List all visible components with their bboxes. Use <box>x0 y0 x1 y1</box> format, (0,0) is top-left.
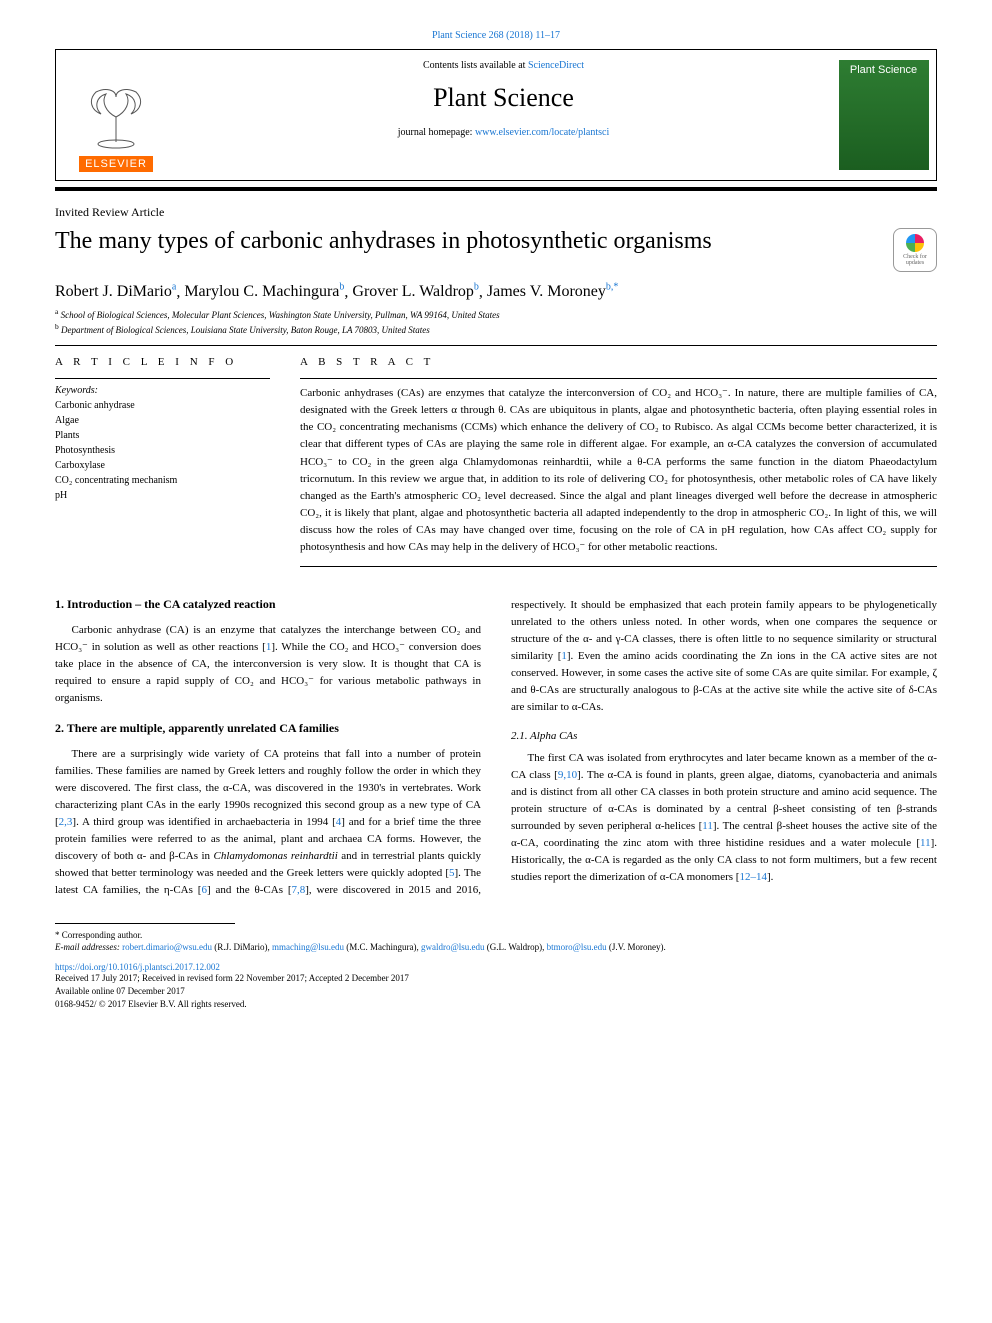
sciencedirect-link[interactable]: ScienceDirect <box>528 60 584 71</box>
ref-link[interactable]: 1 <box>561 650 567 662</box>
received-line: Received 17 July 2017; Received in revis… <box>55 972 937 985</box>
contents-line: Contents lists available at ScienceDirec… <box>176 60 831 71</box>
keyword: Algae <box>55 413 270 428</box>
ref-link[interactable]: 5 <box>449 867 455 879</box>
body-columns: 1. Introduction – the CA catalyzed react… <box>55 597 937 900</box>
elsevier-tree-icon <box>76 82 156 152</box>
keyword: pH <box>55 488 270 503</box>
journal-cover-icon: Plant Science <box>839 60 929 170</box>
ref-link[interactable]: 11 <box>702 820 713 832</box>
rule <box>300 378 937 379</box>
keywords-label: Keywords: <box>55 385 270 396</box>
homepage-line: journal homepage: www.elsevier.com/locat… <box>176 127 831 138</box>
online-line: Available online 07 December 2017 <box>55 985 937 998</box>
abstract-heading: A B S T R A C T <box>300 356 937 368</box>
crossmark-icon <box>906 234 924 252</box>
copyright-line: 0168-9452/ © 2017 Elsevier B.V. All righ… <box>55 998 937 1011</box>
crossmark-label: Check for updates <box>894 254 936 266</box>
keyword: Carboxylase <box>55 458 270 473</box>
keyword: Plants <box>55 428 270 443</box>
ref-link[interactable]: 2,3 <box>59 816 73 828</box>
thick-rule <box>55 187 937 191</box>
email-link[interactable]: btmoro@lsu.edu <box>547 942 607 952</box>
article-type: Invited Review Article <box>55 205 937 220</box>
author: Marylou C. Machingurab <box>184 283 344 300</box>
emails-line: E-mail addresses: robert.dimario@wsu.edu… <box>55 942 937 952</box>
ref-link[interactable]: 4 <box>336 816 342 828</box>
ref-link[interactable]: 9,10 <box>558 769 577 781</box>
body-paragraph: Carbonic anhydrase (CA) is an enzyme tha… <box>55 622 481 707</box>
affiliation-b: b Department of Biological Sciences, Lou… <box>55 322 937 335</box>
abstract-text: Carbonic anhydrases (CAs) are enzymes th… <box>300 385 937 555</box>
affiliation-a: a School of Biological Sciences, Molecul… <box>55 307 937 320</box>
article-title: The many types of carbonic anhydrases in… <box>55 228 873 255</box>
affil-link[interactable]: a <box>172 282 176 293</box>
subsection-heading-21: 2.1. Alpha CAs <box>511 730 937 742</box>
ref-link[interactable]: 7,8 <box>292 884 306 896</box>
ref-link[interactable]: 12–14 <box>739 871 767 883</box>
keyword: Carbonic anhydrase <box>55 398 270 413</box>
journal-homepage-link[interactable]: www.elsevier.com/locate/plantsci <box>475 127 609 138</box>
section-heading-2: 2. There are multiple, apparently unrela… <box>55 721 481 736</box>
article-info-heading: A R T I C L E I N F O <box>55 356 270 368</box>
affil-link[interactable]: b <box>339 282 344 293</box>
authors-line: Robert J. DiMarioa, Marylou C. Machingur… <box>55 282 937 301</box>
author: Robert J. DiMarioa <box>55 283 176 300</box>
rule <box>55 345 937 346</box>
footer-rule <box>55 923 235 924</box>
affil-link[interactable]: b,* <box>606 282 619 293</box>
affil-link[interactable]: b <box>474 282 479 293</box>
ref-link[interactable]: 1 <box>266 641 272 653</box>
author: Grover L. Waldropb <box>352 283 479 300</box>
keyword: CO₂ concentrating mechanism <box>55 473 270 488</box>
author: James V. Moroneyb,* <box>487 283 618 300</box>
ref-link[interactable]: 11 <box>920 837 931 849</box>
doi-link[interactable]: https://doi.org/10.1016/j.plantsci.2017.… <box>55 962 220 972</box>
elsevier-label: ELSEVIER <box>79 156 153 172</box>
corresponding-note: * Corresponding author. <box>55 930 937 940</box>
ref-link[interactable]: 6 <box>201 884 207 896</box>
keyword: Photosynthesis <box>55 443 270 458</box>
email-link[interactable]: mmaching@lsu.edu <box>272 942 344 952</box>
top-citation-link[interactable]: Plant Science 268 (2018) 11–17 <box>432 30 560 41</box>
doi-line: https://doi.org/10.1016/j.plantsci.2017.… <box>55 962 937 972</box>
top-citation: Plant Science 268 (2018) 11–17 <box>55 30 937 41</box>
journal-name: Plant Science <box>176 83 831 113</box>
body-paragraph: The first CA was isolated from erythrocy… <box>511 750 937 886</box>
elsevier-logo-block: ELSEVIER <box>56 50 176 180</box>
journal-header-band: ELSEVIER Contents lists available at Sci… <box>55 49 937 181</box>
email-link[interactable]: gwaldro@lsu.edu <box>421 942 485 952</box>
email-link[interactable]: robert.dimario@wsu.edu <box>122 942 212 952</box>
rule <box>300 566 937 567</box>
crossmark-badge[interactable]: Check for updates <box>893 228 937 272</box>
section-heading-1: 1. Introduction – the CA catalyzed react… <box>55 597 481 612</box>
rule <box>55 378 270 379</box>
